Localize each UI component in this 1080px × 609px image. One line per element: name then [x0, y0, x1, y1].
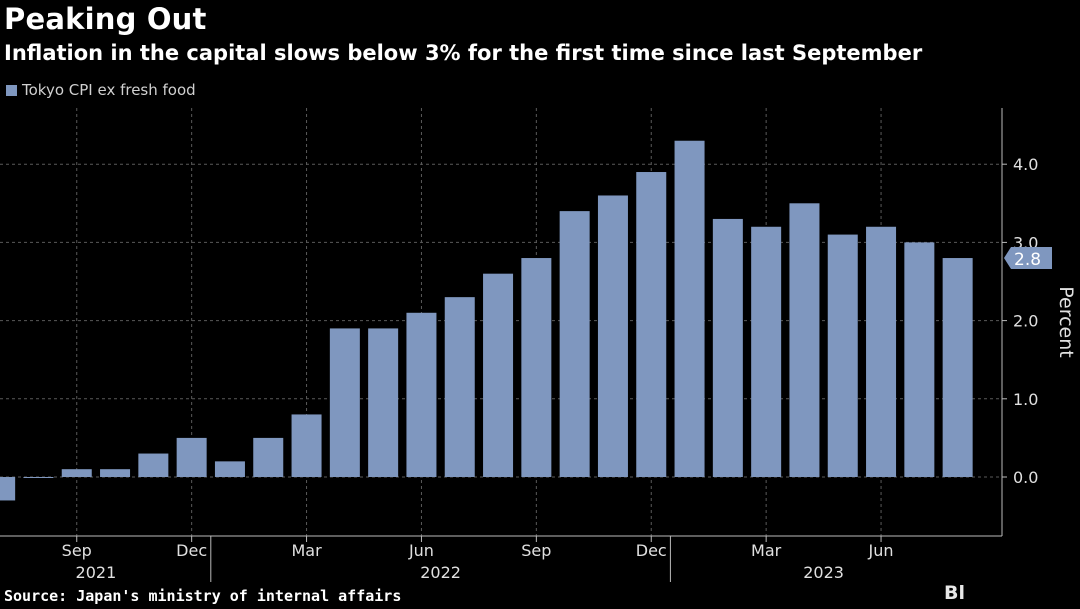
- bar-2023-05: [827, 234, 858, 477]
- legend: Tokyo CPI ex fresh food: [6, 81, 196, 99]
- chart-subtitle: Inflation in the capital slows below 3% …: [4, 41, 923, 65]
- bar-2023-01: [674, 140, 705, 478]
- legend-swatch: [6, 84, 17, 96]
- bar-2022-07: [444, 297, 475, 477]
- bar-2022-11: [597, 195, 628, 478]
- x-year-label: 2022: [420, 563, 461, 582]
- x-month-label: Sep: [521, 541, 551, 560]
- bar-2021-08: [23, 477, 54, 478]
- y-tick-label: 1.0: [1013, 390, 1038, 409]
- bar-2022-10: [559, 211, 590, 477]
- bar-2022-06: [406, 312, 437, 477]
- source-note: Source: Japan's ministry of internal aff…: [4, 587, 402, 605]
- last-value-badge: [1004, 247, 1052, 270]
- bar-2022-08: [483, 273, 514, 477]
- last-value-label: 2.8: [1014, 250, 1041, 270]
- bar-2021-12: [176, 437, 207, 477]
- bar-2021-07: [0, 477, 16, 501]
- bar-2022-03: [291, 414, 322, 477]
- legend-label: Tokyo CPI ex fresh food: [22, 81, 196, 99]
- x-month-label: Dec: [176, 541, 207, 560]
- y-tick-label: 0.0: [1013, 468, 1038, 487]
- x-year-label: 2021: [76, 563, 117, 582]
- bar-2022-05: [368, 328, 399, 477]
- x-year-label: 2023: [803, 563, 844, 582]
- y-axis-title: Percent: [1055, 286, 1077, 358]
- bar-2021-10: [100, 469, 131, 477]
- bar-2021-09: [61, 469, 92, 477]
- bar-2022-12: [636, 172, 667, 477]
- y-tick-label: 4.0: [1013, 155, 1038, 174]
- x-month-label: Mar: [751, 541, 782, 560]
- bar-2023-06: [866, 226, 897, 477]
- bar-2022-01: [214, 461, 245, 477]
- bar-2022-09: [521, 258, 552, 477]
- x-month-label: Dec: [636, 541, 667, 560]
- chart-title: Peaking Out: [4, 2, 207, 36]
- brand-logo: Bl: [944, 582, 965, 604]
- bar-2023-08: [942, 258, 973, 477]
- x-month-label: Mar: [291, 541, 322, 560]
- bar-2023-02: [712, 218, 743, 477]
- bar-2023-07: [904, 242, 935, 477]
- x-month-label: Jun: [408, 541, 434, 560]
- bar-2023-04: [789, 203, 820, 478]
- bar-2022-02: [253, 437, 284, 477]
- bar-2023-03: [751, 226, 782, 477]
- y-tick-label: 2.0: [1013, 312, 1038, 331]
- x-month-label: Jun: [868, 541, 894, 560]
- x-month-label: Sep: [62, 541, 92, 560]
- bar-2021-11: [138, 453, 169, 477]
- bar-2022-04: [329, 328, 360, 477]
